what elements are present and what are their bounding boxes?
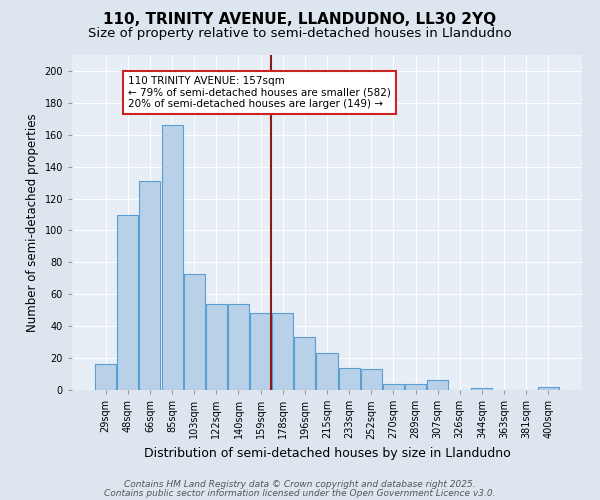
Y-axis label: Number of semi-detached properties: Number of semi-detached properties	[26, 113, 39, 332]
Bar	[250, 314, 271, 390]
Bar	[427, 380, 448, 390]
Text: Contains HM Land Registry data © Crown copyright and database right 2025.: Contains HM Land Registry data © Crown c…	[124, 480, 476, 489]
Text: 110, TRINITY AVENUE, LLANDUDNO, LL30 2YQ: 110, TRINITY AVENUE, LLANDUDNO, LL30 2YQ	[103, 12, 497, 28]
Bar	[272, 314, 293, 390]
Bar	[139, 181, 160, 390]
Bar	[316, 354, 338, 390]
Bar	[295, 338, 316, 390]
Bar	[472, 388, 493, 390]
Text: Size of property relative to semi-detached houses in Llandudno: Size of property relative to semi-detach…	[88, 28, 512, 40]
Bar	[538, 387, 559, 390]
Bar	[228, 304, 249, 390]
Bar	[361, 370, 382, 390]
Bar	[383, 384, 404, 390]
Text: Contains public sector information licensed under the Open Government Licence v3: Contains public sector information licen…	[104, 488, 496, 498]
Bar	[184, 274, 205, 390]
Text: 110 TRINITY AVENUE: 157sqm
← 79% of semi-detached houses are smaller (582)
20% o: 110 TRINITY AVENUE: 157sqm ← 79% of semi…	[128, 76, 391, 109]
Bar	[338, 368, 359, 390]
Bar	[405, 384, 426, 390]
Bar	[95, 364, 116, 390]
X-axis label: Distribution of semi-detached houses by size in Llandudno: Distribution of semi-detached houses by …	[143, 447, 511, 460]
Bar	[206, 304, 227, 390]
Bar	[118, 214, 139, 390]
Bar	[161, 125, 182, 390]
